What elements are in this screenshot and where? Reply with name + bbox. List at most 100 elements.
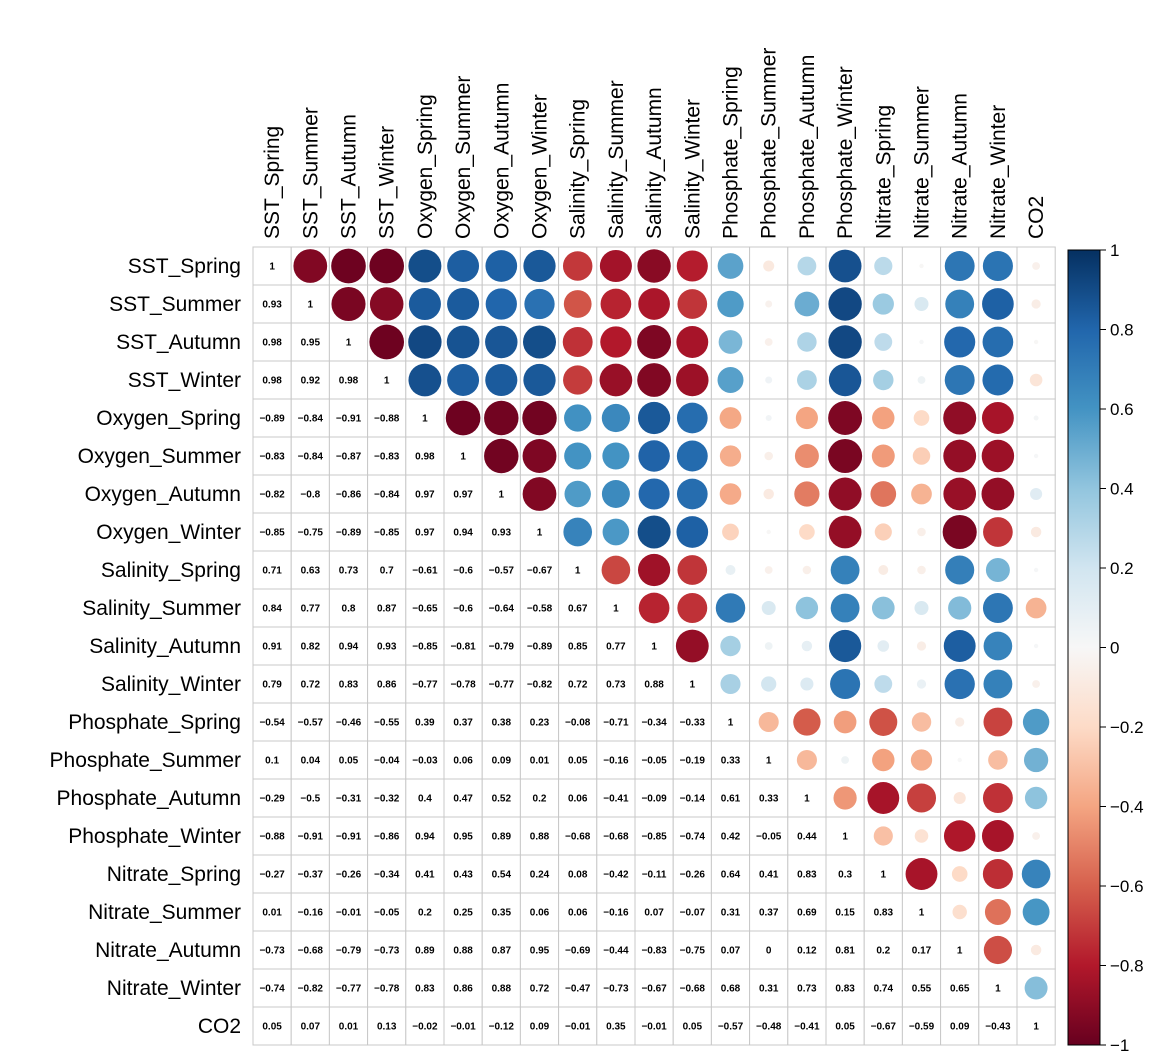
correlation-circle: [870, 481, 897, 507]
correlation-circle: [523, 249, 556, 283]
correlation-circle: [983, 517, 1013, 547]
correlation-circle: [563, 517, 593, 547]
correlation-value-label: −0.69: [565, 946, 591, 957]
correlation-circle: [984, 899, 1011, 925]
matrix-cell: [634, 816, 674, 856]
column-label: SST_Spring: [261, 126, 284, 239]
column-label: Nitrate_Winter: [987, 105, 1010, 239]
correlation-circle: [676, 250, 708, 282]
correlation-value-label: 0.06: [568, 794, 588, 805]
correlation-value-label: 0.35: [606, 1022, 626, 1033]
correlation-value-label: 0.07: [301, 1022, 321, 1033]
correlation-value-label: −0.85: [259, 528, 285, 539]
correlation-value-label: 0.73: [606, 680, 626, 691]
matrix-cell: [252, 626, 292, 666]
correlation-circle: [331, 248, 366, 284]
correlation-circle: [874, 523, 892, 541]
correlation-circle: [600, 326, 632, 358]
correlation-value-label: 0.77: [606, 642, 626, 653]
matrix-cell: [519, 854, 560, 894]
correlation-circle: [485, 288, 517, 320]
correlation-value-label: 0.31: [721, 908, 741, 919]
matrix-cell: [558, 854, 598, 894]
correlation-circle: [913, 410, 930, 426]
correlation-value-label: 0.09: [950, 1022, 970, 1033]
correlation-value-label: 1: [384, 376, 390, 387]
correlation-circle: [830, 668, 861, 700]
correlation-circle: [722, 523, 739, 541]
correlation-circle: [841, 756, 850, 764]
column-label: Phosphate_Winter: [834, 66, 857, 239]
correlation-value-label: 0.87: [377, 604, 397, 615]
correlation-circle: [873, 826, 893, 846]
matrix-cell: [749, 360, 789, 400]
matrix-cell: [519, 588, 560, 628]
correlation-value-label: 0.82: [301, 642, 321, 653]
matrix-cell: [367, 930, 407, 970]
correlation-value-label: 0.72: [530, 984, 550, 995]
matrix-cell: [328, 930, 369, 970]
matrix-cell: [481, 588, 521, 628]
correlation-value-label: 0.44: [797, 832, 817, 843]
correlation-circle: [564, 442, 592, 470]
correlation-value-label: −0.57: [718, 1022, 744, 1033]
correlation-circle: [1031, 299, 1041, 309]
correlation-circle: [676, 402, 708, 434]
correlation-circle: [910, 749, 933, 771]
correlation-circle: [718, 330, 743, 354]
matrix-cell: [940, 968, 980, 1008]
correlation-circle: [801, 640, 813, 652]
correlation-value-label: −0.88: [374, 414, 400, 425]
correlation-circle: [408, 325, 442, 359]
correlation-value-label: −0.08: [565, 718, 591, 729]
correlation-value-label: 0.73: [339, 566, 359, 577]
correlation-value-label: 1: [460, 452, 466, 463]
correlation-circle: [796, 749, 817, 771]
correlation-circle: [942, 514, 977, 550]
correlation-value-label: 0.72: [301, 680, 321, 691]
correlation-circle: [952, 904, 967, 920]
correlation-value-label: −0.09: [641, 794, 667, 805]
correlation-value-label: −0.57: [298, 718, 324, 729]
correlation-circle: [1033, 453, 1039, 459]
correlation-value-label: 0.1: [265, 756, 279, 767]
correlation-value-label: −0.83: [259, 452, 285, 463]
correlation-value-label: −0.86: [374, 832, 400, 843]
correlation-circle: [761, 601, 776, 615]
matrix-cell: [634, 778, 674, 818]
correlation-value-label: 0.06: [453, 756, 473, 767]
correlation-value-label: −0.01: [336, 908, 362, 919]
matrix-cell: [443, 778, 483, 818]
correlation-value-label: 0.92: [301, 376, 321, 387]
correlation-circle: [522, 400, 557, 436]
column-label: Salinity_Spring: [567, 99, 590, 239]
matrix-cell: [940, 1006, 980, 1046]
matrix-cell: [634, 892, 674, 932]
correlation-value-label: 0.05: [835, 1022, 855, 1033]
correlation-circle: [676, 326, 709, 358]
correlation-value-label: 0.8: [342, 604, 356, 615]
matrix-cell: [710, 854, 751, 894]
correlation-value-label: −0.67: [641, 984, 667, 995]
matrix-cell: [787, 1006, 827, 1046]
correlation-value-label: 0.97: [415, 490, 435, 501]
correlation-circle: [1030, 944, 1042, 956]
correlation-value-label: −0.47: [565, 984, 591, 995]
correlation-value-label: −0.75: [680, 946, 706, 957]
correlation-value-label: −0.27: [259, 870, 285, 881]
column-label: SST_Winter: [376, 126, 399, 239]
correlation-circle: [637, 515, 671, 549]
correlation-value-label: 0.83: [835, 984, 855, 995]
correlation-circle: [905, 858, 938, 890]
row-label: Oxygen_Summer: [78, 445, 241, 468]
correlation-circle: [828, 629, 862, 663]
correlation-value-label: 0.52: [492, 794, 512, 805]
matrix-cell: [634, 1006, 674, 1046]
correlation-value-label: −0.43: [985, 1022, 1011, 1033]
column-label: Phosphate_Autumn: [796, 55, 819, 239]
correlation-value-label: 1: [766, 756, 772, 767]
matrix-cell: [405, 740, 445, 780]
correlation-value-label: 0.38: [492, 718, 512, 729]
colorbar-tick-label: −0.4: [1110, 798, 1144, 817]
correlation-circle: [797, 332, 817, 352]
